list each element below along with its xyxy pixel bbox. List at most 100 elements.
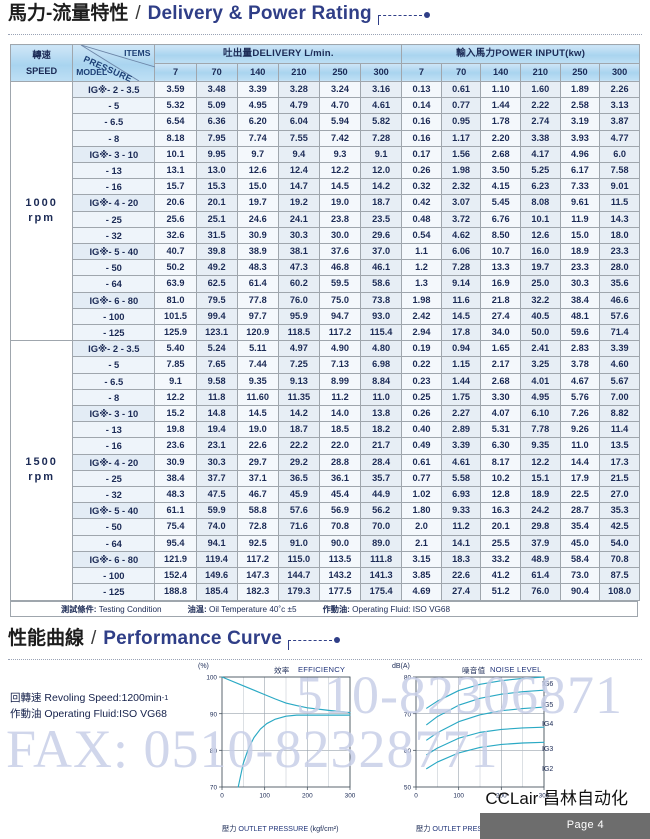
delivery-cell: 21.7 [360,437,403,455]
delivery-cell: 125.9 [154,324,197,342]
svg-text:60: 60 [404,748,412,755]
noise-xlabel: OUTLET PRESSURE [432,824,503,833]
header-power-group: 輸入馬力POWER INPUT(kw) [401,44,640,64]
model-cell: - 50 [72,259,156,277]
table-row: - 6.5 6.54 6.36 6.20 6.04 5.94 5.82 0.16 0.95 1.7… [11,113,640,131]
noise-xlabel-cn: 壓力 [416,824,431,833]
power-cell: 0.19 [401,340,442,358]
header-model-label: MODEL [76,66,108,77]
delivery-cell: 81.0 [154,291,197,309]
model-cell: IG※- 5 - 40 [72,243,156,261]
delivery-cell: 10.1 [154,145,197,164]
condition-oil: 油温: Oil Temperature 40˚c ±5 [188,603,297,615]
delivery-cell: 37.7 [195,469,238,488]
delivery-cell: 90.0 [318,534,362,552]
delivery-cell: 14.8 [195,405,238,423]
delivery-cell: 95.9 [277,307,320,326]
power-cell: 10.1 [520,210,561,228]
power-cell: 3.30 [480,388,522,407]
delivery-cell: 22.6 [236,437,279,455]
delivery-cell: 7.13 [318,356,362,374]
table-row: - 8 12.2 11.8 11.60 11.35 11.2 11.0 0.25 1.75 3.3… [11,388,640,407]
delivery-cell: 18.2 [360,421,403,439]
brand-name-cn: 昌林自动化 [543,789,628,808]
power-cell: 0.23 [401,372,442,390]
delivery-cell: 3.28 [277,80,320,99]
power-cell: 27.4 [440,583,482,601]
svg-text:200: 200 [302,793,313,800]
delivery-cell: 11.8 [195,388,238,407]
delivery-cell: 37.0 [360,243,403,261]
corner-diagonal-lines [80,45,156,81]
delivery-cell: 5.24 [195,340,238,358]
efficiency-title-cn: 效率 [274,666,290,675]
power-cell: 38.4 [559,291,601,309]
delivery-cell: 4.90 [318,340,362,358]
page-bar: Page 4 [480,813,650,839]
power-cell: 27.0 [599,486,640,504]
delivery-cell: 94.7 [318,307,362,326]
power-cell: 0.26 [401,162,442,180]
delivery-cell: 37.6 [318,243,362,261]
power-cell: 11.5 [599,194,640,212]
delivery-cell: 11.35 [277,388,320,407]
power-cell: 30.3 [559,275,601,293]
power-cell: 28.7 [559,502,601,520]
power-cell: 3.39 [440,437,482,455]
power-cell: 13.3 [480,259,522,277]
section2-title-cn: 性能曲線 [8,628,85,649]
table-row: 1000 rpm IG※- 2 - 3.5 3.59 3.48 3.39 3.28 3.24 3… [9,80,640,342]
table-row: - 125 188.8 185.4 182.3 179.3 177.5 175.4 4.69 2… [11,583,640,601]
delivery-cell: 3.48 [195,80,238,99]
power-cell: 0.16 [401,113,442,131]
delivery-cell: 120.9 [236,324,279,342]
delivery-cell: 6.20 [236,113,279,131]
power-cell: 4.61 [440,453,482,471]
header-power-p210: 210 [520,62,561,82]
power-cell: 1.15 [440,356,482,374]
power-cell: 11.9 [559,210,601,228]
power-cell: 0.25 [401,388,442,407]
power-cell: 1.80 [401,502,442,520]
noise-title-cn: 噪音值 [462,666,486,675]
power-cell: 20.1 [480,518,522,536]
delivery-cell: 20.1 [195,194,238,212]
delivery-cell: 177.5 [318,583,362,601]
delivery-cell: 31.5 [195,226,238,245]
delivery-cell: 11.0 [360,388,403,407]
header-delivery-p7: 7 [154,62,197,82]
delivery-cell: 47.3 [277,259,320,277]
table-row: - 6.5 9.1 9.58 9.35 9.13 8.99 8.84 0.23 1.44 2.68… [11,372,640,390]
table-row: - 64 95.4 94.1 92.5 91.0 90.0 89.0 2.1 14.1 25.5 3… [11,534,640,552]
model-cell: - 6.5 [72,372,156,390]
model-cell: - 13 [72,162,156,180]
power-cell: 4.96 [559,145,601,164]
model-cell: - 50 [72,518,156,536]
delivery-power-table: 轉速 SPEED ITEMS PRESSURE MODEL [9,44,640,601]
delivery-cell: 123.1 [195,324,238,342]
power-cell: 4.95 [520,388,561,407]
header-speed-cn: 轉速 [32,50,51,60]
condition-oil-en: Oil Temperature 40˚c ±5 [208,605,297,614]
power-cell: 87.5 [599,567,640,585]
section2-title-en: Performance Curve [103,628,282,649]
delivery-cell: 75.0 [318,291,362,309]
condition-oil-cn: 油温: [187,605,207,614]
power-cell: 37.9 [520,534,561,552]
header-speed-en: SPEED [26,66,58,76]
power-cell: 21.5 [599,469,640,488]
power-cell: 0.40 [401,421,442,439]
power-cell: 71.4 [599,324,640,342]
curve-fluid-cn: 作動油 [10,708,42,720]
delivery-cell: 89.0 [360,534,403,552]
power-cell: 1.17 [440,129,482,147]
header-subrow: 7 70 140 210 250 300 7 70 140 210 250 30… [11,62,640,82]
model-cell: - 125 [72,324,156,342]
delivery-cell: 62.5 [195,275,238,293]
power-cell: 23.3 [559,259,601,277]
power-cell: 0.48 [401,210,442,228]
power-cell: 4.07 [480,405,522,423]
power-cell: 17.3 [599,453,640,471]
speed-unit: rpm [28,471,55,484]
delivery-cell: 56.9 [318,502,362,520]
